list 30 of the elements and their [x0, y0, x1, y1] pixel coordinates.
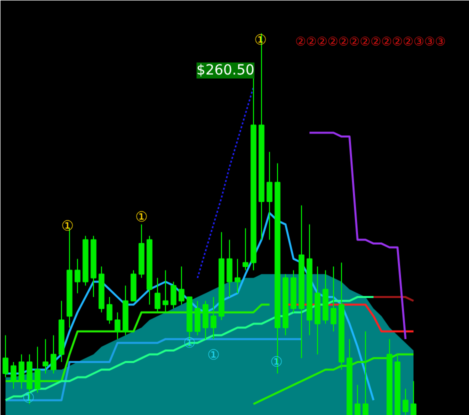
candlestick [210, 296, 216, 340]
annotation: ① [207, 348, 220, 364]
annotation: $260.50 [196, 62, 254, 78]
candlestick [114, 312, 120, 340]
candlestick [18, 354, 24, 390]
candlestick [266, 151, 272, 240]
candlestick [170, 281, 176, 309]
annotation: ① [61, 218, 74, 234]
candlestick [178, 266, 184, 306]
candlestick [234, 258, 240, 294]
candlestick [402, 388, 408, 415]
candlestick [410, 380, 416, 415]
candlestick [42, 338, 48, 374]
candlestick [242, 228, 248, 271]
candlestick [362, 330, 368, 415]
candlestick [226, 239, 232, 298]
annotation: ① [135, 210, 148, 226]
candlestick [106, 296, 112, 324]
candlestick [50, 334, 56, 374]
candlestick [194, 300, 200, 336]
annotation: ②②②②②②②②②②②③③③ [295, 34, 446, 48]
candlestick [74, 258, 80, 294]
candlestick [202, 300, 208, 340]
candlestick [34, 346, 40, 394]
candlestick [330, 266, 336, 332]
candlestick [154, 277, 160, 313]
candlestick [354, 384, 360, 415]
candlestick [10, 362, 16, 390]
candlestick [162, 270, 168, 313]
candlestick [2, 334, 8, 378]
